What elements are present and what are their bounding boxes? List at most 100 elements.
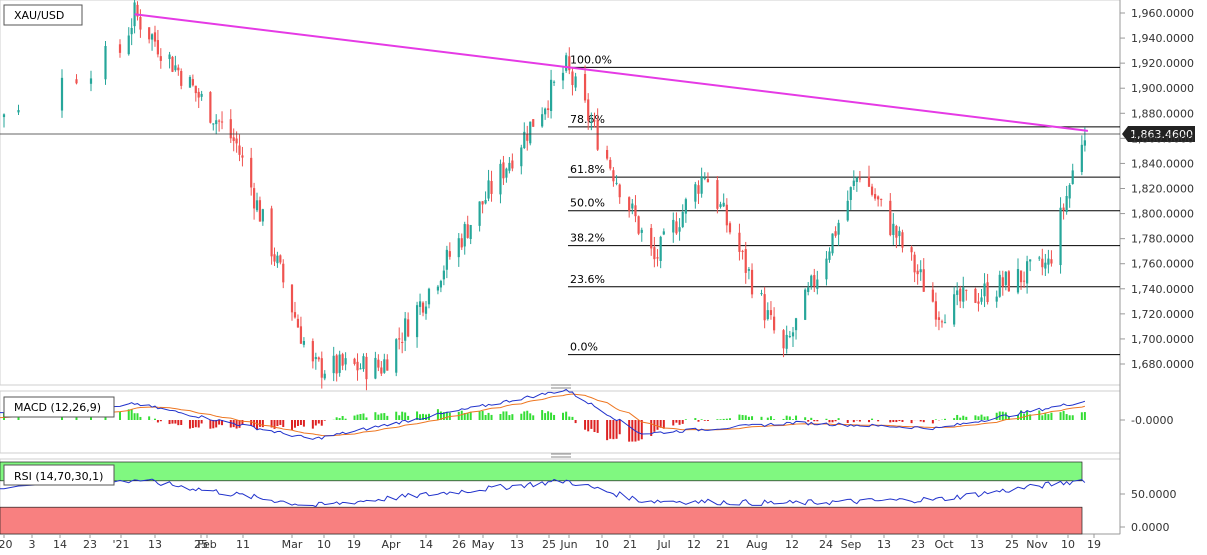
- candle[interactable]: [892, 223, 895, 235]
- candle[interactable]: [344, 358, 347, 365]
- candle[interactable]: [171, 56, 174, 72]
- candle[interactable]: [738, 232, 741, 252]
- candle[interactable]: [442, 270, 445, 280]
- candle[interactable]: [463, 224, 466, 247]
- candle[interactable]: [323, 373, 326, 379]
- candle[interactable]: [218, 120, 221, 122]
- candle[interactable]: [772, 316, 776, 331]
- candle[interactable]: [609, 159, 612, 169]
- candle[interactable]: [1016, 269, 1020, 293]
- candle[interactable]: [505, 168, 508, 178]
- candle[interactable]: [229, 119, 232, 139]
- candle[interactable]: [1050, 259, 1053, 264]
- candle[interactable]: [849, 187, 852, 200]
- candle[interactable]: [341, 354, 344, 366]
- candle[interactable]: [174, 65, 177, 71]
- candle[interactable]: [956, 290, 959, 295]
- candle[interactable]: [706, 179, 710, 183]
- candle[interactable]: [694, 184, 697, 202]
- candle[interactable]: [931, 289, 934, 302]
- candle[interactable]: [675, 221, 678, 234]
- candle[interactable]: [148, 27, 151, 40]
- candle[interactable]: [282, 263, 285, 283]
- candle[interactable]: [816, 279, 819, 289]
- candle[interactable]: [460, 238, 463, 248]
- candle[interactable]: [763, 294, 766, 321]
- candle[interactable]: [922, 269, 925, 292]
- candle[interactable]: [571, 71, 574, 86]
- candle[interactable]: [220, 121, 224, 123]
- candle[interactable]: [335, 355, 338, 374]
- candle[interactable]: [130, 27, 133, 35]
- candle[interactable]: [889, 200, 892, 235]
- candle[interactable]: [631, 203, 634, 209]
- candle[interactable]: [703, 177, 706, 179]
- candle[interactable]: [317, 357, 320, 360]
- candle[interactable]: [744, 249, 747, 273]
- candle[interactable]: [377, 359, 380, 368]
- candle[interactable]: [728, 223, 732, 233]
- candle[interactable]: [834, 231, 837, 236]
- candle[interactable]: [250, 157, 253, 188]
- candle[interactable]: [487, 180, 490, 199]
- candle[interactable]: [253, 188, 256, 209]
- candle[interactable]: [424, 306, 428, 314]
- candle[interactable]: [659, 236, 662, 261]
- candle[interactable]: [788, 335, 791, 337]
- candle[interactable]: [700, 176, 703, 194]
- candle[interactable]: [215, 120, 218, 125]
- candle[interactable]: [2, 114, 6, 118]
- candle[interactable]: [760, 293, 763, 295]
- candle[interactable]: [750, 269, 754, 295]
- candle[interactable]: [1026, 261, 1029, 284]
- candle[interactable]: [255, 200, 259, 211]
- candle[interactable]: [188, 77, 192, 88]
- candle[interactable]: [311, 341, 314, 362]
- candle[interactable]: [395, 339, 398, 373]
- candle[interactable]: [898, 230, 901, 237]
- candle[interactable]: [986, 282, 989, 303]
- candle[interactable]: [813, 275, 816, 287]
- candle[interactable]: [612, 170, 615, 182]
- candle[interactable]: [831, 233, 834, 254]
- candle[interactable]: [232, 137, 235, 141]
- candle[interactable]: [235, 138, 238, 144]
- candle[interactable]: [356, 361, 359, 371]
- candle[interactable]: [593, 120, 596, 122]
- candle[interactable]: [212, 123, 215, 125]
- candle[interactable]: [386, 359, 389, 371]
- macd-panel[interactable]: [0, 390, 1121, 454]
- candle[interactable]: [407, 319, 410, 337]
- candle[interactable]: [940, 321, 944, 323]
- candle[interactable]: [722, 202, 725, 207]
- candle[interactable]: [314, 357, 317, 360]
- candle[interactable]: [640, 229, 643, 233]
- candle[interactable]: [1062, 207, 1065, 211]
- candle[interactable]: [1038, 257, 1041, 259]
- candle[interactable]: [436, 286, 440, 291]
- candle[interactable]: [965, 289, 968, 291]
- candle[interactable]: [766, 310, 769, 320]
- candle[interactable]: [583, 74, 587, 101]
- candle[interactable]: [846, 200, 849, 221]
- candle[interactable]: [937, 317, 941, 320]
- candle[interactable]: [374, 357, 377, 379]
- candle[interactable]: [261, 209, 264, 222]
- candle[interactable]: [1059, 207, 1062, 266]
- candle[interactable]: [89, 78, 93, 84]
- candle[interactable]: [159, 56, 162, 61]
- candle[interactable]: [628, 197, 631, 211]
- candle[interactable]: [238, 145, 241, 155]
- last-price-marker[interactable]: [1122, 126, 1195, 143]
- candle[interactable]: [511, 160, 514, 169]
- candle[interactable]: [998, 274, 1001, 297]
- candle[interactable]: [782, 330, 785, 349]
- candle[interactable]: [656, 257, 659, 259]
- candle[interactable]: [457, 238, 460, 258]
- candle[interactable]: [290, 284, 294, 313]
- candle[interactable]: [1022, 280, 1026, 282]
- candle[interactable]: [794, 318, 798, 331]
- candle[interactable]: [529, 121, 532, 144]
- candle[interactable]: [136, 4, 139, 17]
